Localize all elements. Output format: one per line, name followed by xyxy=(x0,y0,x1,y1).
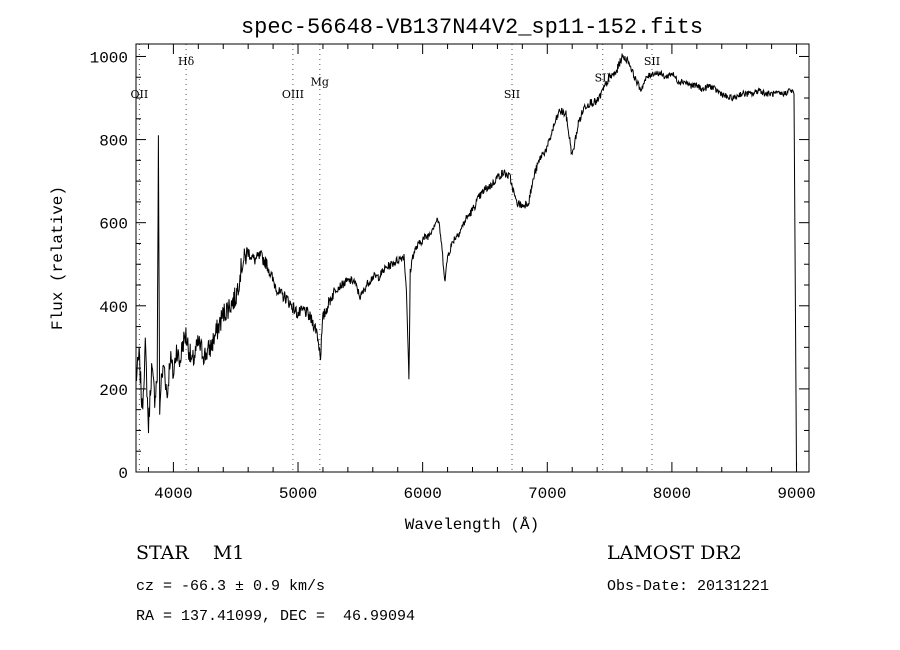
line-marker-label: SII xyxy=(644,55,660,68)
x-tick-label: 8000 xyxy=(653,485,691,503)
line-marker-label: Hδ xyxy=(178,55,195,68)
y-tick-label: 1000 xyxy=(90,49,128,67)
line-marker-label: OIII xyxy=(282,88,304,101)
y-tick-label: 800 xyxy=(99,133,128,151)
x-tick-label: 7000 xyxy=(528,485,566,503)
y-tick-label: 600 xyxy=(99,216,128,234)
y-tick-label: 0 xyxy=(118,465,128,483)
spectrum-series xyxy=(135,53,797,473)
x-axis-label: Wavelength (Å) xyxy=(405,516,539,534)
obs-date: Obs-Date: 20131221 xyxy=(607,578,769,595)
line-marker-label: SII xyxy=(504,88,520,101)
chart-title: spec-56648-VB137N44V2_sp11-152.fits xyxy=(241,15,703,40)
plot-frame xyxy=(135,43,810,473)
x-tick-label: 9000 xyxy=(777,485,815,503)
axis-ticks: 4000 5000 6000 7000 8000 9000 0 200 400 600 800 100… xyxy=(90,44,816,503)
redshift-cz: cz = -66.3 ± 0.9 km/s xyxy=(136,578,325,595)
x-tick-label: 4000 xyxy=(154,485,192,503)
x-tick-label: 6000 xyxy=(403,485,441,503)
line-markers: OII Hδ OIII Mg SII SII SII xyxy=(131,44,660,472)
line-marker-label: Mg xyxy=(311,76,329,89)
spectrum-line xyxy=(135,53,797,473)
object-class: STAR M1 xyxy=(136,542,244,564)
line-marker-label: SII xyxy=(595,71,611,84)
ra-dec-coords: RA = 137.41099, DEC = 46.99094 xyxy=(136,608,415,625)
x-tick-label: 5000 xyxy=(279,485,317,503)
y-axis-label: Flux (relative) xyxy=(49,186,67,330)
y-tick-label: 400 xyxy=(99,299,128,317)
y-tick-label: 200 xyxy=(99,382,128,400)
line-marker-label: OII xyxy=(131,88,149,101)
survey-name: LAMOST DR2 xyxy=(607,542,742,564)
